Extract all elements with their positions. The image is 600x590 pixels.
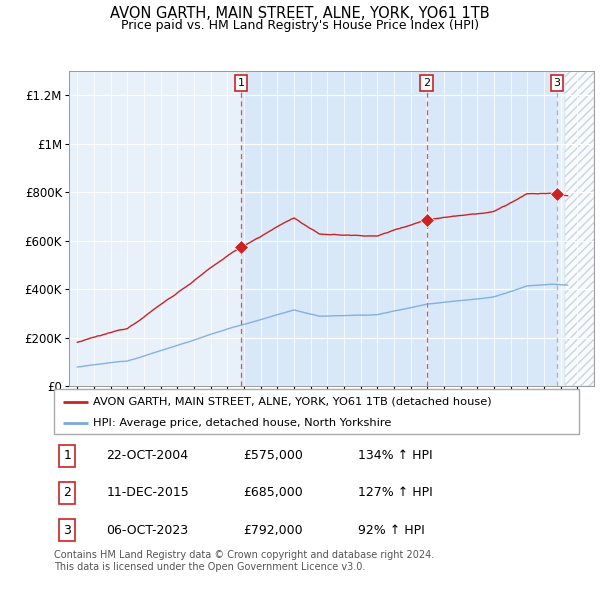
Text: 1: 1 — [238, 78, 244, 88]
Bar — [565, 71, 594, 386]
Text: 92% ↑ HPI: 92% ↑ HPI — [359, 523, 425, 536]
Text: Contains HM Land Registry data © Crown copyright and database right 2024.: Contains HM Land Registry data © Crown c… — [54, 550, 434, 560]
FancyBboxPatch shape — [54, 389, 579, 434]
Text: This data is licensed under the Open Government Licence v3.0.: This data is licensed under the Open Gov… — [54, 562, 365, 572]
Text: AVON GARTH, MAIN STREET, ALNE, YORK, YO61 1TB (detached house): AVON GARTH, MAIN STREET, ALNE, YORK, YO6… — [94, 397, 492, 407]
Text: 11-DEC-2015: 11-DEC-2015 — [107, 486, 189, 499]
Text: 06-OCT-2023: 06-OCT-2023 — [107, 523, 188, 536]
Text: HPI: Average price, detached house, North Yorkshire: HPI: Average price, detached house, Nort… — [94, 418, 392, 428]
Text: 2: 2 — [423, 78, 430, 88]
Text: 3: 3 — [63, 523, 71, 536]
Text: £792,000: £792,000 — [243, 523, 302, 536]
Bar — [241, 71, 427, 386]
Text: 1: 1 — [63, 449, 71, 462]
Text: 22-OCT-2004: 22-OCT-2004 — [107, 449, 188, 462]
Text: AVON GARTH, MAIN STREET, ALNE, YORK, YO61 1TB: AVON GARTH, MAIN STREET, ALNE, YORK, YO6… — [110, 6, 490, 21]
Text: 3: 3 — [553, 78, 560, 88]
Text: £685,000: £685,000 — [243, 486, 303, 499]
Text: 134% ↑ HPI: 134% ↑ HPI — [359, 449, 433, 462]
Text: 127% ↑ HPI: 127% ↑ HPI — [359, 486, 433, 499]
Text: Price paid vs. HM Land Registry's House Price Index (HPI): Price paid vs. HM Land Registry's House … — [121, 19, 479, 32]
Bar — [427, 71, 557, 386]
Text: £575,000: £575,000 — [243, 449, 303, 462]
Text: 2: 2 — [63, 486, 71, 499]
